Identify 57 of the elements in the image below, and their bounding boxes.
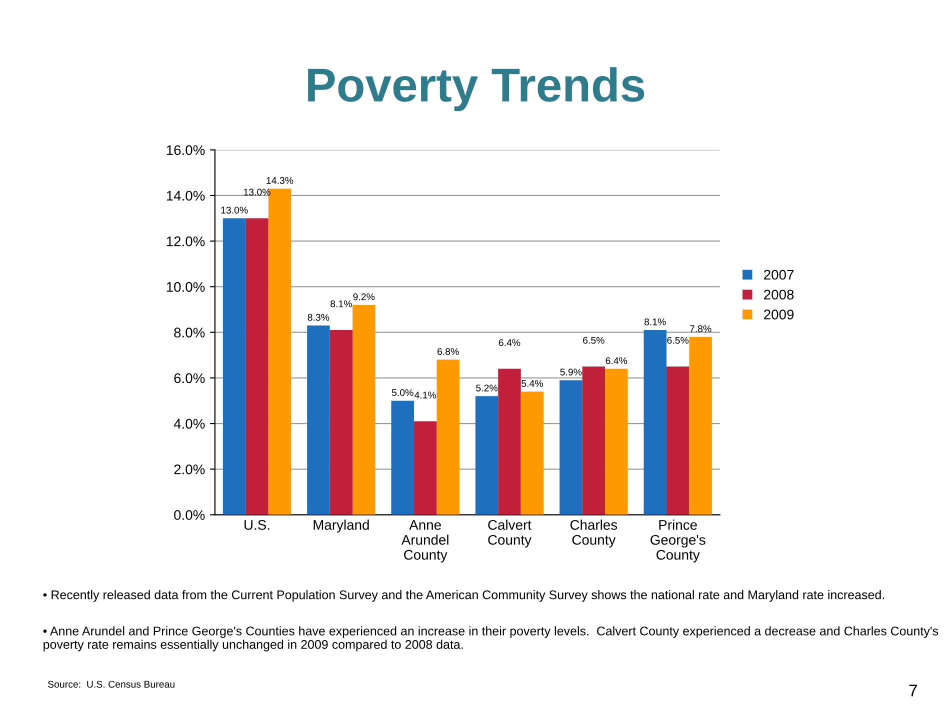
source-note: Source: U.S. Census Bureau (48, 680, 174, 688)
chart-title: Poverty Trends (308, 67, 644, 112)
data-label: 5.2% (476, 384, 498, 392)
x-tick-label: Prince George's County (650, 520, 706, 562)
data-label: 6.5% (583, 336, 604, 344)
x-tick-label: Charles County (570, 520, 618, 548)
data-label: 6.4% (498, 339, 520, 346)
bar (307, 325, 330, 515)
bar (666, 366, 690, 515)
bar (560, 380, 582, 515)
data-label: 9.2% (353, 293, 375, 300)
bar (222, 218, 246, 515)
y-tick-label: 14.0% (166, 190, 205, 201)
data-label: 8.3% (308, 314, 330, 321)
y-tick-label: 16.0% (166, 145, 205, 156)
bar (391, 400, 414, 515)
data-label: 5.9% (560, 368, 582, 376)
x-tick-label: Anne Arundel County (401, 520, 448, 562)
data-label: 6.5% (667, 336, 689, 344)
text: • Anne Arundel and Prince George's Counties have experienced an increase in their poverty levels. Calvert County experienced a decrease and Charles County's poverty rate remains essentially unchanged in 2009 compared to 2008 data. (43, 626, 938, 652)
bar (520, 392, 544, 515)
bar (689, 336, 712, 515)
data-label: 5.4% (522, 380, 543, 387)
y-tick-label: 0.0% (174, 510, 205, 520)
data-label: 7.8% (690, 325, 712, 332)
bar (498, 368, 521, 515)
bar (352, 304, 376, 515)
data-label: 13.0% (221, 206, 248, 214)
text: 7 (909, 684, 917, 696)
data-label: 5.0% (392, 389, 414, 396)
y-tick-label: 8.0% (174, 328, 205, 338)
y-tick-label: 6.0% (174, 373, 205, 384)
y-tick-label: 4.0% (174, 418, 205, 429)
bar (436, 360, 460, 515)
bar (582, 366, 606, 515)
data-label: 6.4% (606, 357, 628, 364)
data-label: 4.1% (414, 392, 436, 398)
bar (330, 330, 353, 515)
bar (644, 330, 666, 515)
data-label: 8.1% (330, 300, 352, 308)
bar (475, 396, 498, 515)
legend-label: 2008 (764, 290, 794, 300)
x-tick-label: U.S. (244, 520, 270, 530)
text: • Recently released data from the Current Population Survey and the American Community Survey shows the national rate and Maryland rate increased. (43, 590, 884, 602)
y-tick-label: 12.0% (166, 236, 205, 246)
data-label: 14.3% (266, 177, 294, 184)
legend-label: 2007 (764, 270, 794, 280)
x-tick-label: Calvert County (488, 520, 532, 548)
bar (605, 368, 628, 515)
data-label: 8.1% (644, 318, 666, 326)
x-tick-label: Maryland (314, 520, 369, 533)
y-tick-label: 10.0% (166, 282, 205, 292)
bar (246, 218, 268, 515)
data-label: 6.8% (437, 348, 459, 355)
legend-label: 2009 (764, 310, 794, 320)
y-tick-label: 2.0% (174, 464, 205, 474)
bar (414, 421, 437, 515)
